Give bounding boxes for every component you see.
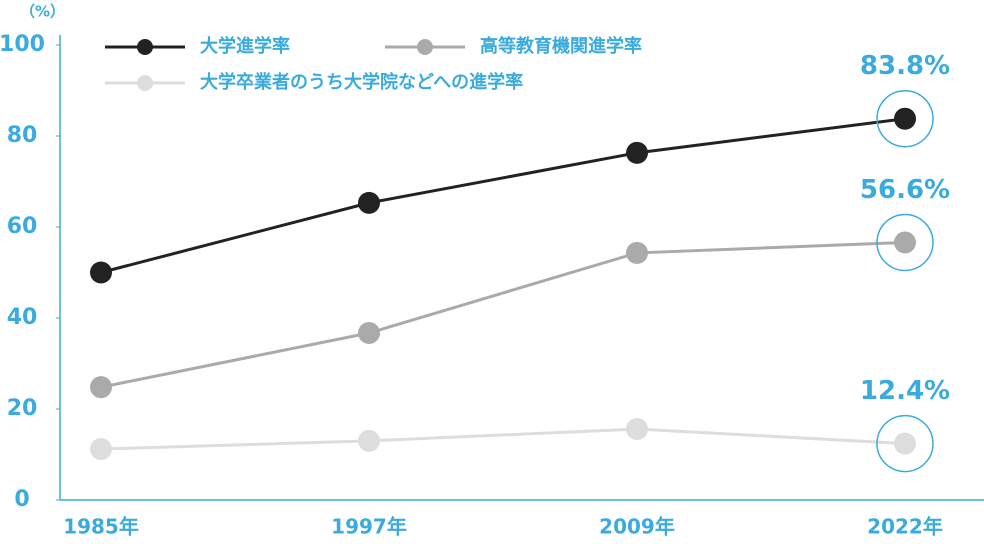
data-point	[358, 429, 380, 452]
y-tick-label: 60	[7, 214, 38, 239]
series-line	[100, 240, 906, 389]
highlight-ring	[876, 89, 934, 148]
data-point	[894, 231, 916, 254]
data-point	[626, 241, 648, 264]
data-point	[626, 141, 648, 164]
highlight-ring	[876, 213, 934, 272]
legend-marker	[137, 75, 153, 91]
data-point	[894, 107, 916, 130]
x-tick-label: 2009年	[599, 515, 675, 539]
legend-marker	[137, 39, 153, 55]
y-tick-label: 20	[7, 396, 38, 421]
y-tick-label: 100	[0, 32, 45, 57]
legend-label: 高等教育機関進学率	[480, 35, 642, 57]
data-point	[358, 322, 380, 345]
y-tick-label: 0	[14, 487, 29, 512]
legend-marker	[417, 39, 433, 55]
data-point	[90, 376, 112, 399]
value-label: 83.8%	[860, 51, 950, 81]
x-tick-label: 2022年	[867, 515, 943, 539]
y-tick-label: 80	[7, 123, 38, 148]
legend-label: 大学進学率	[200, 35, 290, 57]
series-line	[100, 427, 906, 451]
y-tick-label: 40	[7, 305, 38, 330]
data-point	[894, 432, 916, 455]
value-label: 12.4%	[860, 376, 950, 406]
y-unit-label: （%）	[20, 3, 65, 21]
series-line	[100, 117, 906, 274]
legend-label: 大学卒業者のうち大学院などへの進学率	[200, 71, 523, 93]
data-point	[626, 418, 648, 441]
highlight-ring	[876, 414, 934, 473]
data-point	[358, 191, 380, 214]
value-label: 56.6%	[860, 175, 950, 205]
x-tick-label: 1997年	[331, 515, 407, 539]
x-tick-label: 1985年	[63, 515, 139, 539]
data-point	[90, 261, 112, 284]
data-point	[90, 438, 112, 461]
